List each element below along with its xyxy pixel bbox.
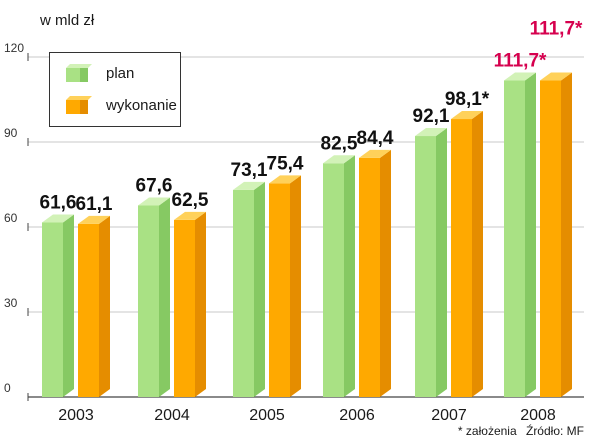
bar-top-wykonanie-2004: [174, 211, 206, 220]
bar-side-plan-2006: [344, 155, 355, 397]
legend: plan wykonanie: [49, 52, 181, 127]
bar-top-wykonanie-2003: [78, 215, 110, 224]
data-label-wykonanie-2003: 61,1: [76, 194, 113, 215]
footnote-note: * założenia: [457, 424, 517, 438]
y-tick-label: 30: [4, 296, 18, 310]
x-tick-label-2008: 2008: [520, 407, 556, 424]
bar-top-plan-2003: [42, 214, 74, 223]
bar-top-wykonanie-2005: [269, 175, 301, 184]
bar-top-plan-2005: [233, 181, 265, 190]
source-note: Źródło: MF: [525, 424, 584, 438]
bar-plan-2003: [42, 222, 63, 397]
data-label-plan-2006: 82,5: [321, 133, 358, 154]
bar-top-wykonanie-2006: [359, 149, 391, 158]
bar-side-plan-2003: [63, 214, 74, 397]
data-label-wykonanie-2008: 111,7*: [530, 19, 583, 40]
bar-top-plan-2006: [323, 155, 355, 164]
bar-side-plan-2004: [159, 197, 170, 397]
data-label-wykonanie-2006: 84,4: [357, 128, 394, 149]
bar-wykonanie-2003: [78, 223, 99, 397]
bar-plan-2005: [233, 189, 254, 397]
bar-plan-2006: [323, 163, 344, 397]
y-tick-label: 0: [4, 381, 11, 395]
legend-swatch-wykonanie: [66, 96, 92, 114]
footnote: * założenia Źródło: MF: [458, 424, 584, 438]
x-tick-label-2005: 2005: [249, 407, 285, 424]
data-label-wykonanie-2007: 98,1*: [445, 89, 490, 110]
bar-wykonanie-2005: [269, 183, 290, 397]
data-label-plan-2005: 73,1: [231, 160, 268, 181]
bar-plan-2004: [138, 205, 159, 397]
data-label-plan-2008: 111,7*: [494, 51, 547, 72]
bar-side-wykonanie-2006: [380, 149, 391, 397]
x-tick-label-2003: 2003: [58, 407, 94, 424]
legend-item-plan: plan: [62, 63, 134, 83]
data-label-plan-2007: 92,1: [413, 106, 450, 127]
data-label-plan-2003: 61,6: [40, 192, 77, 213]
y-tick-label: 90: [4, 126, 18, 140]
legend-label-wykonanie: wykonanie: [106, 96, 177, 114]
bar-top-wykonanie-2008: [540, 72, 572, 81]
y-tick-label: 60: [4, 211, 18, 225]
x-tick-label-2004: 2004: [154, 407, 190, 424]
data-label-plan-2004: 67,6: [136, 175, 173, 196]
bar-side-wykonanie-2004: [195, 211, 206, 397]
bar-wykonanie-2006: [359, 157, 380, 397]
bar-side-wykonanie-2003: [99, 215, 110, 397]
y-tick-label: 120: [4, 41, 24, 55]
data-label-wykonanie-2004: 62,5: [172, 190, 209, 211]
bar-top-plan-2008: [504, 72, 536, 81]
bar-side-plan-2008: [525, 72, 536, 398]
legend-label-plan: plan: [106, 64, 135, 82]
bar-wykonanie-2004: [174, 219, 195, 397]
legend-swatch-plan: [66, 64, 92, 82]
data-label-wykonanie-2005: 75,4: [267, 153, 304, 174]
bar-plan-2008: [504, 80, 525, 398]
bar-top-plan-2004: [138, 197, 170, 206]
legend-item-wykonanie: wykonanie: [62, 95, 177, 115]
bar-top-wykonanie-2007: [451, 111, 483, 120]
bar-side-wykonanie-2008: [561, 72, 572, 398]
bar-side-plan-2007: [436, 128, 447, 398]
x-tick-label-2007: 2007: [431, 407, 467, 424]
bar-side-plan-2005: [254, 181, 265, 397]
bar-wykonanie-2007: [451, 119, 472, 398]
bar-side-wykonanie-2007: [472, 111, 483, 398]
bar-side-wykonanie-2005: [290, 175, 301, 397]
bar-top-plan-2007: [415, 128, 447, 137]
x-tick-label-2006: 2006: [339, 407, 375, 424]
bar-wykonanie-2008: [540, 80, 561, 398]
unit-label: w mld zł: [40, 12, 95, 29]
bar-plan-2007: [415, 136, 436, 398]
